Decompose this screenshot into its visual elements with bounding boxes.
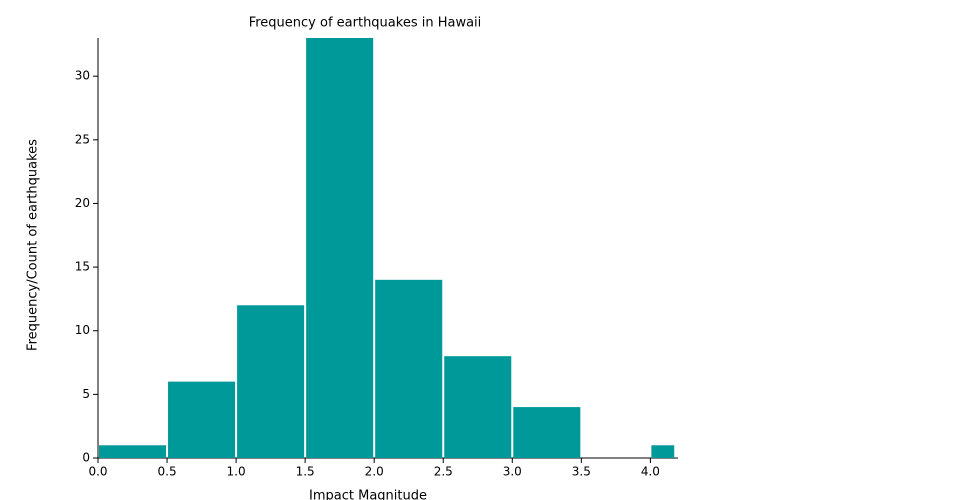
y-tick-label: 10 [75,323,90,337]
y-tick-label: 30 [75,69,90,83]
y-tick-label: 15 [75,260,90,274]
x-tick-label: 3.5 [572,465,591,479]
x-axis-label: Impact Magnitude [309,489,427,500]
x-tick-label: 2.0 [365,465,384,479]
bar [99,445,167,458]
x-tick-label: 3.0 [503,465,522,479]
bar [168,381,236,458]
x-tick-label: 4.0 [641,465,660,479]
x-tick-label: 1.0 [227,465,246,479]
bar [237,305,305,458]
y-tick-label: 20 [75,196,90,210]
bar [306,38,374,458]
y-tick-label: 25 [75,132,90,146]
bar [513,407,581,458]
x-tick-label: 2.5 [434,465,453,479]
x-tick-label: 1.5 [296,465,315,479]
bar [444,356,512,458]
y-axis-label: Frequency/Count of earthquakes [26,139,41,351]
y-tick-label: 0 [82,451,90,465]
x-tick-label: 0.0 [88,465,107,479]
bar [375,279,443,458]
chart-title: Frequency of earthquakes in Hawaii [249,16,482,31]
bar [651,445,675,458]
y-tick-label: 5 [82,387,90,401]
x-tick-label: 0.5 [158,465,177,479]
